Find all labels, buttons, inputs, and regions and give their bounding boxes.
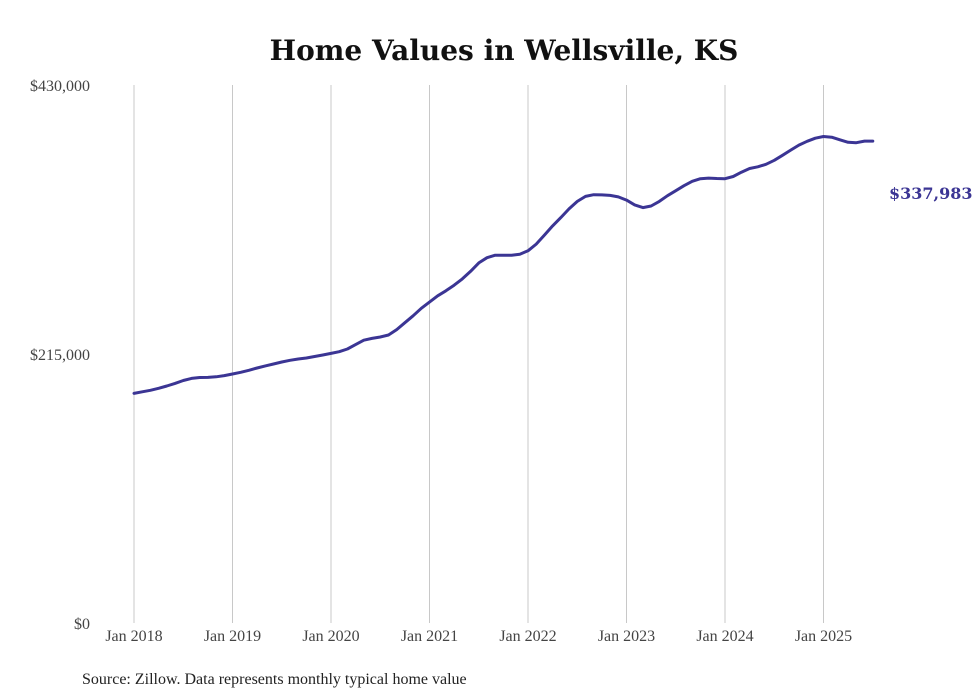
x-tick-label: Jan 2018 <box>105 628 162 645</box>
x-tick-label: Jan 2025 <box>795 628 852 645</box>
x-tick-label: Jan 2020 <box>302 628 359 645</box>
source-note: Source: Zillow. Data represents monthly … <box>82 671 467 688</box>
end-value-label: $337,983 <box>889 184 973 203</box>
x-tick-label: Jan 2023 <box>598 628 655 645</box>
series-line <box>132 135 875 395</box>
x-tick-label: Jan 2021 <box>401 628 458 645</box>
x-tick-label: Jan 2024 <box>696 628 753 645</box>
y-tick-label: $0 <box>74 616 90 633</box>
grid-lines <box>133 85 824 623</box>
chart-title: Home Values in Wellsville, KS <box>270 34 739 67</box>
series-layer <box>132 135 875 395</box>
x-tick-label: Jan 2019 <box>204 628 261 645</box>
y-tick-label: $430,000 <box>30 78 90 95</box>
x-tick-label: Jan 2022 <box>499 628 556 645</box>
y-tick-label: $215,000 <box>30 347 90 364</box>
x-axis-ticks: Jan 2018 Jan 2019 Jan 2020 Jan 2021 Jan 2022… <box>105 628 852 645</box>
y-axis-ticks: $430,000 $215,000 $0 <box>30 78 90 633</box>
